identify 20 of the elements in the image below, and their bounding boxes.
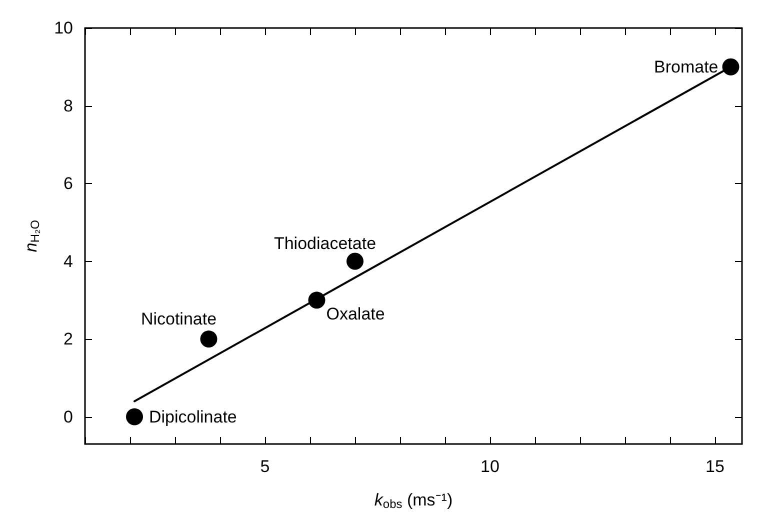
x-tick-label: 5 [260, 457, 270, 476]
annotation: Oxalate [326, 304, 385, 324]
y-tick-label: 10 [54, 18, 73, 38]
point [722, 58, 740, 76]
y-tick-label: 0 [64, 407, 73, 426]
annotation: Nicotinate [140, 310, 217, 329]
y-tick-label: 6 [64, 174, 73, 194]
point [346, 252, 364, 270]
annotation: Thiodiacetate [274, 234, 376, 253]
annotation: Bromate [654, 57, 718, 76]
point [200, 330, 218, 348]
y-tick-label: 4 [64, 252, 73, 271]
x-tick-label: 15 [706, 457, 724, 476]
annotation: Dipicolinate [149, 407, 237, 426]
y-tick-label: 2 [64, 330, 73, 349]
y-tick-label: 8 [64, 96, 73, 116]
point [126, 408, 143, 426]
point [308, 292, 326, 309]
x-tick-label: 10 [480, 457, 500, 476]
y-axis-title: nH₂O [22, 220, 42, 252]
